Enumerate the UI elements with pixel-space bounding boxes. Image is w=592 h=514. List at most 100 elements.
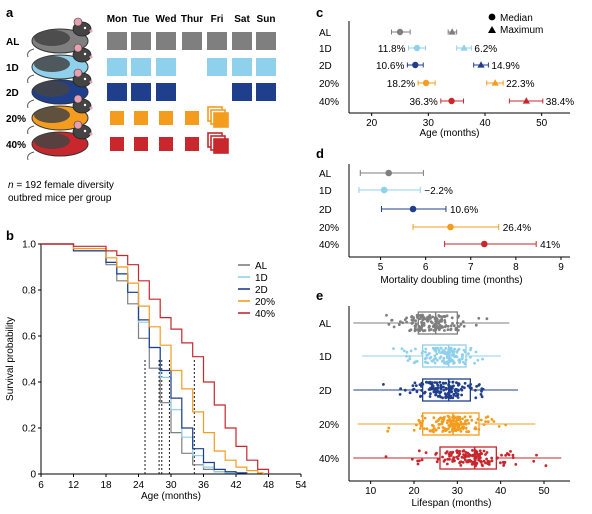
c-x-tick-label: 20 — [366, 118, 378, 129]
c-x-tick-label: 30 — [423, 118, 435, 129]
e-dot — [430, 385, 434, 389]
food-block-2d-1 — [131, 83, 151, 101]
e-dot — [427, 318, 430, 322]
e-dot — [384, 455, 388, 458]
e-dot — [474, 350, 478, 354]
e-dot — [505, 452, 509, 455]
d-point-20pct — [447, 223, 454, 231]
survival-x-tick-label: 30 — [165, 480, 177, 491]
e-dot — [484, 420, 487, 423]
e-dot — [424, 360, 428, 364]
e-dot — [471, 449, 474, 452]
mouse-eye — [83, 103, 87, 107]
c-median-label-20pct: 18.2% — [387, 79, 415, 90]
e-dot — [509, 450, 512, 453]
e-dot — [433, 354, 437, 358]
food-block-al-5 — [232, 32, 252, 50]
c-median-point-1d — [413, 44, 421, 52]
e-dot — [436, 325, 440, 329]
e-dot — [451, 450, 455, 454]
e-dot — [490, 418, 494, 421]
e-dot — [426, 361, 430, 365]
food-ration-20pct-3 — [185, 111, 199, 125]
e-dot — [446, 419, 449, 422]
e-dot — [397, 323, 401, 326]
e-dot — [444, 396, 448, 400]
e-dot — [432, 359, 435, 362]
group-label-1d: 1D — [6, 63, 19, 74]
survival-x-tick-label: 24 — [133, 480, 145, 491]
e-dot — [463, 381, 467, 385]
e-dot — [490, 456, 494, 460]
e-dot — [415, 359, 419, 363]
e-dot — [431, 315, 435, 319]
e-box-1d — [422, 344, 467, 368]
food-block-1d-5 — [232, 58, 252, 76]
e-dot — [468, 453, 472, 457]
e-dot — [421, 315, 425, 319]
e-dot — [438, 356, 442, 360]
e-dot — [441, 420, 445, 423]
e-dot — [445, 462, 449, 466]
e-dot — [423, 357, 427, 361]
survival-y-tick-label: 1.0 — [22, 240, 36, 251]
e-dot — [479, 456, 482, 460]
d-row-label-2d: 2D — [319, 205, 332, 216]
e-dot — [451, 380, 455, 384]
survival-x-tick-label: 48 — [263, 480, 275, 491]
e-dot — [458, 358, 461, 361]
e-dot — [420, 323, 424, 327]
survival-legend-label-2d: 2D — [255, 285, 268, 296]
food-block-2d-2 — [156, 83, 176, 101]
day-label-sat: Sat — [234, 14, 250, 25]
e-dot — [457, 382, 461, 386]
food-block-al-2 — [156, 32, 176, 50]
e-dot — [461, 355, 464, 359]
e-dot — [480, 463, 484, 467]
e-dot — [454, 328, 458, 331]
mouse-eye — [83, 26, 87, 30]
e-dot — [448, 425, 452, 428]
c-legend-triangle-icon — [488, 26, 496, 33]
e-dot — [442, 459, 446, 463]
e-dot — [474, 421, 478, 425]
e-dot — [415, 390, 419, 394]
e-dot — [439, 383, 443, 387]
e-dot — [544, 464, 548, 468]
e-dot — [406, 359, 410, 362]
e-dot — [464, 451, 468, 454]
e-dot — [418, 314, 422, 317]
food-ration-40pct-2 — [159, 137, 173, 151]
survival-legend-label-al: AL — [255, 261, 268, 272]
e-dot — [473, 361, 476, 365]
survival-curve-2d — [41, 243, 248, 474]
e-row-label-40pct: 40% — [319, 454, 339, 465]
e-dot — [465, 460, 469, 464]
e-dot — [418, 427, 422, 430]
e-dot — [432, 424, 435, 428]
e-dot — [446, 414, 450, 418]
e-dot — [474, 396, 478, 400]
e-dot — [432, 390, 436, 394]
e-dot — [429, 320, 433, 324]
survival-y-tick-label: 0 — [30, 470, 36, 481]
e-dot — [482, 449, 486, 453]
e-dot — [414, 319, 417, 323]
e-dot — [418, 420, 421, 423]
e-dot — [456, 392, 460, 396]
e-dot — [459, 323, 463, 326]
e-dot — [414, 384, 418, 387]
e-dot — [456, 349, 460, 352]
e-dot — [480, 395, 484, 399]
panel-letter-b: b — [6, 228, 14, 243]
e-dot — [450, 316, 454, 320]
e-dot — [408, 357, 412, 361]
e-dot — [402, 349, 406, 353]
e-dot — [486, 415, 490, 419]
e-dot — [387, 426, 391, 430]
panel-b-survival-chart: 6 12 18 24 30 36 42 48 54 0 0.2 0.4 0.6 0.8 1.0 Age (mo… — [5, 240, 307, 503]
e-dot — [449, 390, 452, 394]
e-dot — [485, 317, 489, 321]
day-label-mon: Mon — [107, 14, 128, 25]
e-dot — [449, 357, 452, 361]
